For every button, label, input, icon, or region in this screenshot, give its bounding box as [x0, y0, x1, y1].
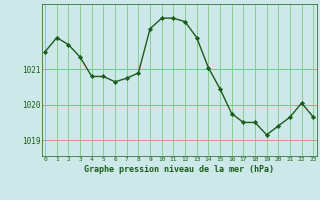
X-axis label: Graphe pression niveau de la mer (hPa): Graphe pression niveau de la mer (hPa) — [84, 165, 274, 174]
